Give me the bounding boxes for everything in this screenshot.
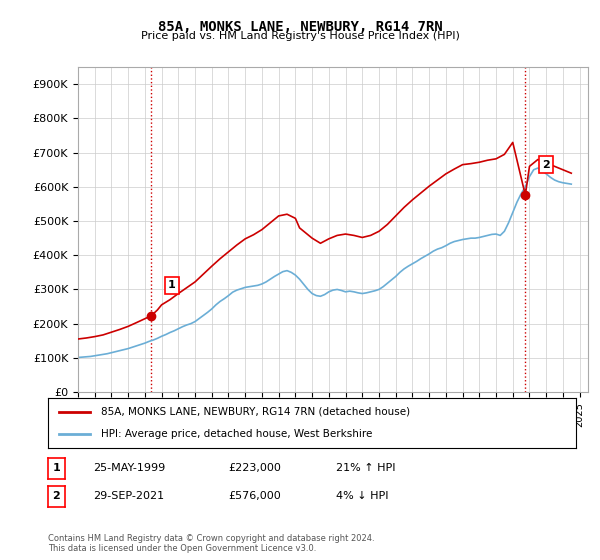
Text: 2: 2 — [53, 491, 60, 501]
Text: 25-MAY-1999: 25-MAY-1999 — [93, 463, 165, 473]
Text: 29-SEP-2021: 29-SEP-2021 — [93, 491, 164, 501]
Text: £223,000: £223,000 — [228, 463, 281, 473]
Text: 2: 2 — [542, 160, 550, 170]
Text: 21% ↑ HPI: 21% ↑ HPI — [336, 463, 395, 473]
Text: 4% ↓ HPI: 4% ↓ HPI — [336, 491, 389, 501]
Text: Price paid vs. HM Land Registry's House Price Index (HPI): Price paid vs. HM Land Registry's House … — [140, 31, 460, 41]
Text: Contains HM Land Registry data © Crown copyright and database right 2024.
This d: Contains HM Land Registry data © Crown c… — [48, 534, 374, 553]
Text: 1: 1 — [168, 281, 176, 291]
Text: 85A, MONKS LANE, NEWBURY, RG14 7RN: 85A, MONKS LANE, NEWBURY, RG14 7RN — [158, 20, 442, 34]
Text: HPI: Average price, detached house, West Berkshire: HPI: Average price, detached house, West… — [101, 429, 372, 439]
Text: 1: 1 — [53, 463, 60, 473]
Text: £576,000: £576,000 — [228, 491, 281, 501]
Text: 85A, MONKS LANE, NEWBURY, RG14 7RN (detached house): 85A, MONKS LANE, NEWBURY, RG14 7RN (deta… — [101, 407, 410, 417]
